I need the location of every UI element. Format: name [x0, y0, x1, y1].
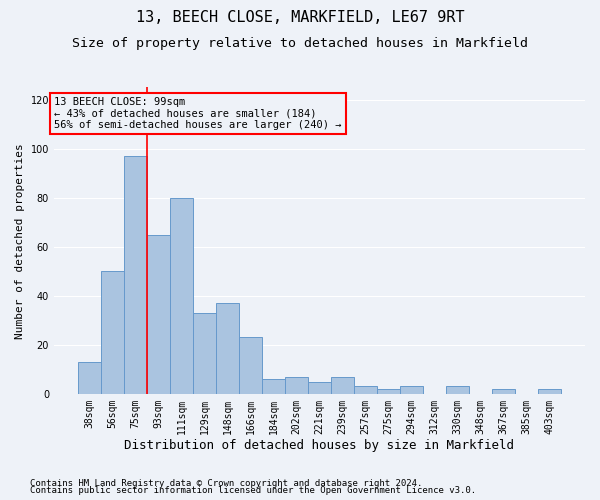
Bar	[538, 389, 561, 394]
Text: 13 BEECH CLOSE: 99sqm
← 43% of detached houses are smaller (184)
56% of semi-det: 13 BEECH CLOSE: 99sqm ← 43% of detached …	[54, 96, 341, 130]
Bar	[377, 389, 400, 394]
Bar	[147, 234, 170, 394]
Bar	[492, 389, 515, 394]
Bar	[193, 313, 216, 394]
Bar	[308, 382, 331, 394]
Text: Contains public sector information licensed under the Open Government Licence v3: Contains public sector information licen…	[30, 486, 476, 495]
Y-axis label: Number of detached properties: Number of detached properties	[15, 143, 25, 338]
Bar	[262, 379, 285, 394]
Text: 13, BEECH CLOSE, MARKFIELD, LE67 9RT: 13, BEECH CLOSE, MARKFIELD, LE67 9RT	[136, 10, 464, 25]
Bar	[446, 386, 469, 394]
Bar	[239, 338, 262, 394]
Bar	[170, 198, 193, 394]
X-axis label: Distribution of detached houses by size in Markfield: Distribution of detached houses by size …	[124, 440, 514, 452]
Bar	[331, 376, 354, 394]
Bar	[400, 386, 423, 394]
Bar	[124, 156, 147, 394]
Text: Size of property relative to detached houses in Markfield: Size of property relative to detached ho…	[72, 38, 528, 51]
Bar	[285, 376, 308, 394]
Bar	[216, 303, 239, 394]
Bar	[354, 386, 377, 394]
Bar	[101, 272, 124, 394]
Bar	[78, 362, 101, 394]
Text: Contains HM Land Registry data © Crown copyright and database right 2024.: Contains HM Land Registry data © Crown c…	[30, 478, 422, 488]
